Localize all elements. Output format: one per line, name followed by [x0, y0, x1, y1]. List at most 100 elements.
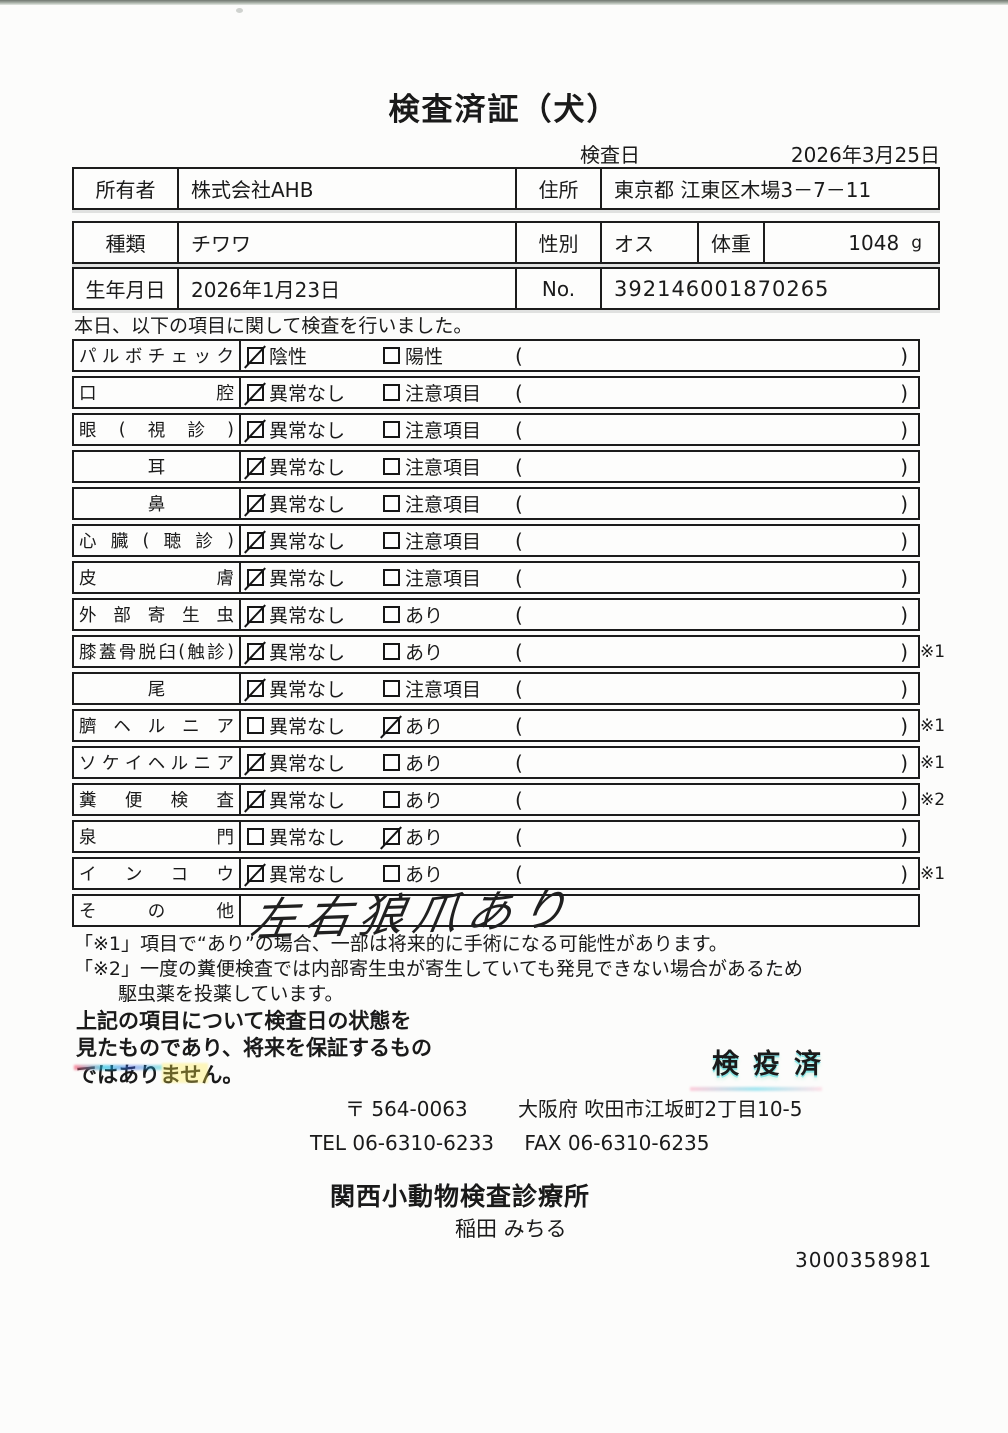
remark-paren-close: ) — [900, 417, 908, 442]
option-2-label: あり — [405, 790, 444, 812]
exam-row-content: 異常なし 注意項目 ( ) — [241, 563, 918, 592]
row-footnote-mark: ※2 — [920, 789, 946, 810]
remark-paren-open: ( — [515, 824, 523, 849]
exam-option-1: 異常なし — [244, 490, 383, 517]
remark-paren-open: ( — [515, 528, 523, 553]
breed-label: 種類 — [105, 232, 146, 256]
option-2-label: 注意項目 — [405, 383, 482, 405]
remark-paren-close: ) — [900, 676, 908, 701]
exam-item-label: その他 — [74, 896, 241, 925]
handwritten-check-icon — [244, 604, 266, 628]
handwritten-check-icon — [244, 567, 266, 591]
exam-item-label: パルボチェック — [74, 341, 241, 370]
exam-row: 皮膚 異常なし 注意項目 ( ) — [72, 561, 920, 594]
option-2-label: 陽性 — [405, 346, 444, 368]
option-1-label: 異常なし — [269, 679, 346, 701]
exam-item-label: 耳 — [74, 452, 241, 481]
exam-item-label: 鼻 — [74, 489, 241, 518]
exam-row-content: 異常なし 注意項目 ( ) — [241, 415, 918, 444]
option-1-label: 異常なし — [269, 864, 346, 886]
checkbox-icon — [244, 493, 266, 517]
clinic-postal-address: 〒 564-0063 大阪府 吹田市江坂町2丁目10-5 — [345, 1093, 803, 1122]
closing-statement: 上記の項目について検査日の状態を 見たものであり、将来を保証するもの ではありま… — [76, 1008, 432, 1089]
exam-row-content: 異常なし 注意項目 ( ) — [241, 526, 918, 555]
breed-value: チワワ — [177, 223, 515, 262]
closing-line-1: 上記の項目について検査日の状態を — [76, 1009, 412, 1033]
exam-option-2: 注意項目 — [383, 490, 515, 517]
owner-value: 株式会社AHB — [177, 169, 515, 208]
handwritten-check-icon — [244, 345, 266, 369]
weight-unit: g — [911, 232, 922, 253]
serial-number: 3000358981 — [795, 1248, 933, 1272]
option-1-label: 異常なし — [269, 420, 346, 442]
checkbox-icon — [244, 641, 266, 665]
exam-row: パルボチェック 陰性 陽性 ( ) — [72, 339, 920, 372]
exam-option-2: 注意項目 — [383, 453, 515, 480]
remark-paren-open: ( — [515, 491, 523, 516]
exam-row-content: 異常なし あり ( ) — [241, 859, 918, 888]
row-footnote-mark: ※1 — [920, 863, 946, 884]
exam-row-content: 陰性 陽性 ( ) — [241, 341, 918, 370]
exam-item-label: 泉門 — [74, 822, 241, 851]
option-1-label: 異常なし — [269, 568, 346, 590]
remark-paren-open: ( — [515, 676, 523, 701]
exam-option-2: 注意項目 — [383, 416, 515, 443]
option-2-label: 注意項目 — [405, 420, 482, 442]
option-2-label: あり — [405, 716, 444, 738]
option-1-label: 異常なし — [269, 457, 346, 479]
exam-option-1: 異常なし — [244, 416, 383, 443]
exam-option-1: 異常なし — [247, 712, 383, 739]
exam-option-2: あり — [383, 749, 515, 776]
exam-option-1: 異常なし — [247, 823, 383, 850]
option-1-label: 異常なし — [269, 716, 346, 738]
quarantine-stamp: 検疫済 — [712, 1049, 835, 1080]
checkbox-icon — [244, 456, 266, 480]
checkbox-icon — [383, 421, 400, 438]
remark-paren-open: ( — [515, 343, 523, 368]
checkbox-icon — [383, 643, 400, 660]
exam-row: ソケイヘルニア 異常なし あり ( ) ※1 — [72, 746, 945, 779]
exam-option-2: あり — [383, 786, 515, 813]
exam-row-content: 異常なし あり ( ) — [241, 637, 918, 666]
exam-row-content: 異常なし あり ( ) — [241, 711, 918, 740]
footnote-2-continuation: 駆虫薬を投薬しています。 — [118, 983, 344, 1005]
row-footnote-mark: ※1 — [920, 715, 946, 736]
remark-paren-close: ) — [900, 565, 908, 590]
remark-paren-open: ( — [515, 787, 523, 812]
inspector-name: 稲田 みちる — [455, 1217, 567, 1241]
remark-paren-close: ) — [900, 750, 908, 775]
exam-item-label: ソケイヘルニア — [74, 748, 241, 777]
checkbox-icon — [383, 458, 400, 475]
checkbox-icon — [383, 532, 400, 549]
option-2-label: あり — [405, 864, 444, 886]
exam-option-1: 異常なし — [244, 860, 383, 887]
number-value: 392146001870265 — [600, 269, 938, 308]
page-title: 検査済証（犬） — [388, 92, 620, 128]
option-1-label: 異常なし — [269, 827, 346, 849]
checkbox-icon — [247, 717, 264, 734]
checkbox-icon — [383, 606, 400, 623]
handwritten-check-icon — [244, 493, 266, 517]
exam-row: インコウ 異常なし あり ( ) ※1 — [72, 857, 945, 890]
animal-info-table: 種類 チワワ 性別 オス 体重 1048 g — [72, 221, 940, 264]
checkbox-icon — [244, 863, 266, 887]
exam-item-label: インコウ — [74, 859, 241, 888]
exam-item-label: 糞便検査 — [74, 785, 241, 814]
checkbox-icon — [383, 347, 400, 364]
checkbox-icon — [244, 530, 266, 554]
option-1-label: 異常なし — [269, 383, 346, 405]
exam-option-1: 異常なし — [244, 786, 383, 813]
option-1-label: 異常なし — [269, 753, 346, 775]
owner-table: 所有者 株式会社AHB 住所 東京都 江東区木場3－7－11 — [72, 167, 940, 210]
checkbox-icon — [247, 828, 264, 845]
exam-option-2: 注意項目 — [383, 527, 515, 554]
exam-item-label: 口腔 — [74, 378, 241, 407]
option-2-label: あり — [405, 753, 444, 775]
scan-speck-artifact — [236, 8, 243, 13]
footnote-1: 「※1」項目で“あり”の場合、一部は将来的に手術になる可能性があります。 — [74, 933, 728, 955]
exam-option-2: あり — [383, 601, 515, 628]
checkbox-icon — [244, 382, 266, 406]
exam-option-1: 陰性 — [244, 342, 383, 369]
exam-option-2: あり — [383, 860, 515, 887]
